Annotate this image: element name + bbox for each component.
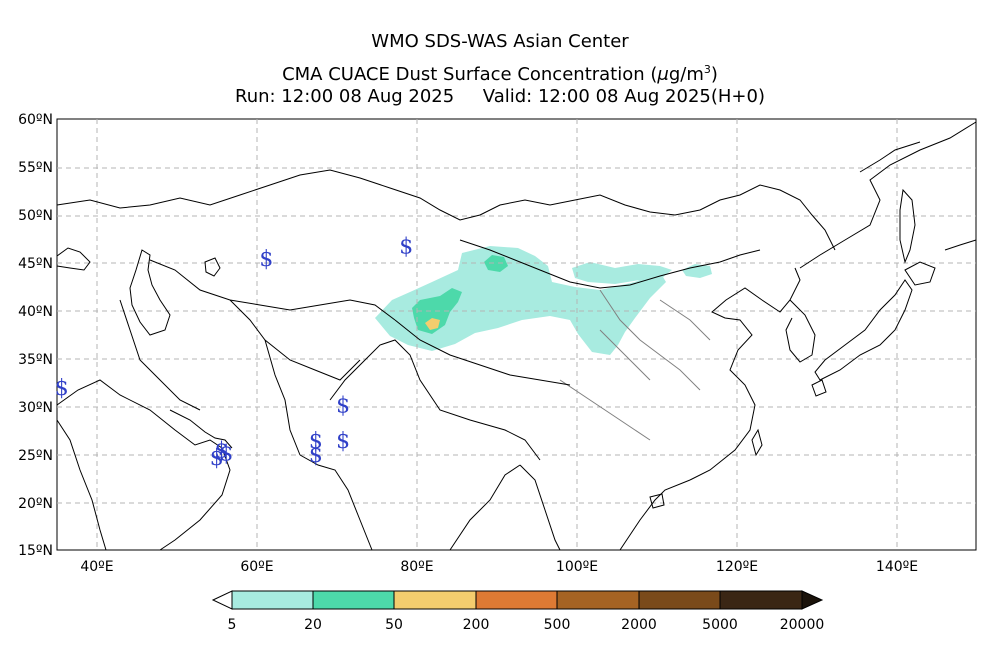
korea <box>785 299 816 363</box>
dust-area-low-far-east <box>682 264 712 278</box>
caspian-sea <box>129 249 171 336</box>
dust-station-marker: $ <box>309 429 323 454</box>
colorbar-label: 500 <box>544 617 571 633</box>
lon-label: 140ºE <box>876 559 918 575</box>
kazakhstan-russia-border <box>56 169 481 221</box>
unit-text: g/m <box>668 64 704 85</box>
china-west-border <box>394 319 571 386</box>
se-asia-coast <box>519 464 561 551</box>
dust-station-marker: $ <box>215 438 229 463</box>
station-markers: $ $$$$$$$$$ <box>55 234 413 471</box>
china-internal-borders <box>559 289 711 441</box>
colorbar-label: 5000 <box>702 617 738 633</box>
red-sea <box>56 419 107 551</box>
map-title: WMO SDS-WAS Asian Center <box>371 31 629 52</box>
dust-station-marker: $ <box>55 376 69 401</box>
lat-label: 60ºN <box>18 112 53 128</box>
taiwan <box>751 428 763 457</box>
map-frame <box>56 118 977 551</box>
colorbar-label: 50 <box>385 617 403 633</box>
pakistan-border <box>264 339 301 456</box>
dust-area-high <box>425 318 440 330</box>
dust-area-low-main <box>375 246 666 355</box>
russian-east-coast <box>799 121 977 269</box>
run-valid-line: Run: 12:00 08 Aug 2025 Valid: 12:00 08 A… <box>235 86 765 107</box>
colorbar: 5 20 50 200 500 2000 5000 20000 <box>211 590 825 633</box>
kuril-islands <box>944 239 977 251</box>
india-border <box>329 339 541 461</box>
unit-exponent: 3 <box>703 63 711 76</box>
colorbar-bin <box>313 591 394 609</box>
sakhalin <box>899 188 916 264</box>
hainan <box>649 493 665 509</box>
lon-labels: 40ºE 60ºE 80ºE 100ºE 120ºE 140ºE <box>80 559 918 575</box>
colorbar-bin <box>394 591 476 609</box>
colorbar-label: 2000 <box>621 617 657 633</box>
colorbar-over-arrow <box>801 590 824 610</box>
black-sea-coast <box>56 247 91 271</box>
lon-label: 80ºE <box>400 559 433 575</box>
lat-label: 25ºN <box>18 448 53 464</box>
dust-station-marker: $ <box>336 429 350 454</box>
lat-label: 55ºN <box>18 160 53 176</box>
lat-label: 40ºN <box>18 304 53 320</box>
lat-label: 30ºN <box>18 400 53 416</box>
japan-hokkaido <box>904 261 936 286</box>
colorbar-bin <box>557 591 639 609</box>
colorbar-label: 20000 <box>780 617 825 633</box>
colorbar-under-arrow <box>211 590 233 610</box>
china-coast <box>689 267 801 481</box>
afghan-border <box>229 299 361 381</box>
dust-station-marker: $ <box>219 441 233 466</box>
subtitle-text: CMA CUACE Dust Surface Concentration ( <box>282 64 658 85</box>
colorbar-label: 200 <box>463 617 490 633</box>
india-east-coast <box>449 464 521 551</box>
mongolia-china-border <box>459 239 761 289</box>
okhotsk-coast <box>859 141 921 173</box>
aral-sea <box>204 257 221 277</box>
lat-labels: 60ºN 55ºN 50ºN 45ºN 40ºN 35ºN 30ºN 25ºN … <box>18 112 53 559</box>
lon-label: 100ºE <box>556 559 598 575</box>
map-subtitle: CMA CUACE Dust Surface Concentration (μg… <box>0 59 1000 86</box>
dust-station-marker: $ <box>336 393 350 418</box>
japan-honshu <box>814 279 913 381</box>
iran-border <box>119 299 201 411</box>
colorbar-bin <box>232 591 313 609</box>
dust-station-marker: $ <box>259 247 273 272</box>
central-asia-borders <box>149 259 396 321</box>
japan-kyushu <box>811 379 827 397</box>
persian-gulf <box>169 409 233 449</box>
colorbar-bin <box>476 591 557 609</box>
dust-area-mid-north <box>484 255 508 272</box>
mongolia-russia-border <box>479 184 836 251</box>
lon-label: 120ºE <box>716 559 758 575</box>
dust-station-marker: $ <box>210 446 224 471</box>
lat-label: 15ºN <box>18 543 53 559</box>
indochina-coast <box>619 479 691 551</box>
unit-mu: μ <box>657 64 669 85</box>
colorbar-label: 5 <box>228 617 237 633</box>
lat-label: 50ºN <box>18 208 53 224</box>
lat-label: 35ºN <box>18 352 53 368</box>
colorbar-bin <box>720 591 802 609</box>
dust-station-marker: $ <box>309 443 323 468</box>
dust-station-marker: $ <box>399 234 413 259</box>
colorbar-bin <box>639 591 720 609</box>
dust-area-low-east <box>572 262 672 284</box>
graticule <box>57 119 976 550</box>
lat-label: 20ºN <box>18 496 53 512</box>
arabian-coast <box>56 379 231 551</box>
colorbar-label: 20 <box>304 617 322 633</box>
subtitle-close: ) <box>710 64 718 85</box>
coastlines-borders <box>56 121 977 551</box>
lat-label: 45ºN <box>18 256 53 272</box>
lon-label: 40ºE <box>80 559 113 575</box>
india-coast <box>299 454 373 551</box>
lon-label: 60ºE <box>240 559 273 575</box>
